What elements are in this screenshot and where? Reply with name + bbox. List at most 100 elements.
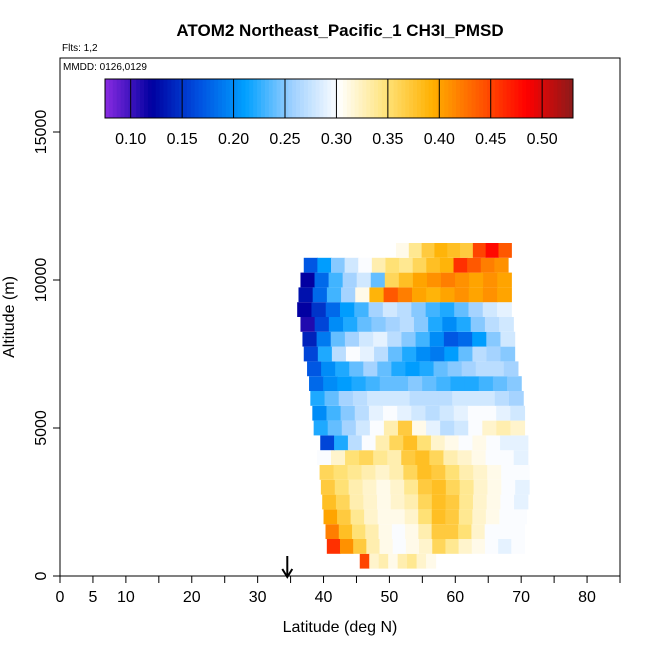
- heatmap-cell: [327, 420, 343, 436]
- heatmap-cell: [487, 465, 502, 480]
- heatmap-cell: [511, 539, 526, 554]
- colorbar-tick-label: 0.40: [424, 131, 455, 148]
- heatmap-cell: [324, 391, 340, 406]
- x-tick-label: 60: [446, 589, 464, 606]
- heatmap-cell: [456, 317, 472, 332]
- heatmap-cell: [434, 243, 448, 258]
- heatmap-cell: [391, 509, 406, 525]
- heatmap-cell: [404, 509, 419, 525]
- heatmap-cell: [467, 405, 483, 421]
- heatmap-cell: [430, 435, 446, 451]
- heatmap-cell: [344, 331, 360, 347]
- heatmap-cell: [401, 450, 416, 465]
- heatmap-cell: [316, 331, 332, 347]
- heatmap-cell: [397, 553, 408, 569]
- heatmap-cell: [325, 524, 340, 539]
- colorbar-segment: [175, 79, 180, 118]
- heatmap-cell: [458, 539, 473, 554]
- heatmap-cell: [321, 361, 336, 377]
- heatmap-cell: [475, 361, 491, 377]
- heatmap-cell: [445, 494, 460, 510]
- colorbar-segment: [518, 79, 523, 118]
- heatmap-cell: [459, 465, 474, 480]
- heatmap-cell: [303, 346, 319, 362]
- heatmap-cell: [409, 391, 425, 406]
- heatmap-cell: [378, 524, 393, 539]
- heatmap-cell: [480, 391, 496, 406]
- heatmap-cell: [375, 465, 391, 480]
- heatmap-cell: [498, 243, 512, 258]
- heatmap-cell: [303, 257, 318, 273]
- heatmap-cell: [443, 450, 459, 465]
- heatmap-cell: [468, 420, 483, 436]
- heatmap-cell: [359, 553, 370, 569]
- heatmap-cell: [450, 376, 466, 391]
- colorbar-segment: [366, 79, 371, 118]
- chart-title: ATOM2 Northeast_Pacific_1 CH3I_PMSD: [176, 21, 503, 40]
- colorbar-segment: [491, 79, 496, 118]
- heatmap-cell: [323, 509, 338, 525]
- heatmap-cell: [431, 494, 447, 510]
- heatmap-cell: [397, 405, 412, 421]
- colorbar-segment: [210, 79, 215, 118]
- heatmap-cell: [508, 391, 524, 406]
- x-tick-label: 70: [512, 589, 530, 606]
- heatmap-cell: [397, 287, 413, 303]
- heatmap-cell: [497, 272, 512, 288]
- colorbar-segment: [268, 79, 274, 118]
- colorbar-segment: [214, 79, 219, 118]
- colorbar-segment: [553, 79, 558, 118]
- x-tick-label: 40: [315, 589, 333, 606]
- heatmap-cell: [363, 494, 378, 510]
- heatmap-cell: [482, 420, 497, 436]
- heatmap-cell: [369, 420, 385, 436]
- heatmap-cell: [458, 524, 473, 539]
- colorbar-segment: [249, 79, 254, 118]
- heatmap-cell: [385, 257, 400, 273]
- heatmap-cell: [458, 346, 474, 362]
- heatmap-cell: [421, 243, 436, 258]
- colorbar-segment: [331, 79, 336, 118]
- heatmap-cell: [373, 331, 388, 347]
- colorbar-segment: [280, 79, 285, 118]
- heatmap-cell: [515, 465, 530, 480]
- colorbar-tick-label: 0.30: [321, 131, 352, 148]
- heatmap-cell: [379, 376, 395, 391]
- colorbar-tick-label: 0.45: [475, 131, 506, 148]
- colorbar-segment: [245, 79, 250, 118]
- colorbar-segment: [339, 79, 344, 118]
- heatmap-cell: [471, 524, 486, 539]
- heatmap-cell: [513, 435, 529, 451]
- heatmap-cell: [310, 391, 326, 406]
- colorbar-segment: [218, 79, 223, 118]
- heatmap-cell: [485, 243, 500, 258]
- heatmap-cell: [403, 465, 418, 480]
- heatmap-cell: [513, 450, 529, 465]
- heatmap-cell: [515, 479, 530, 495]
- heatmap-cell: [405, 524, 419, 539]
- heatmap-cell: [486, 494, 501, 510]
- heatmap-cell: [382, 302, 398, 317]
- colorbar-tick-label: 0.15: [167, 131, 198, 148]
- heatmap-cell: [358, 257, 373, 273]
- heatmap-cell: [430, 346, 445, 362]
- heatmap-cell: [496, 420, 512, 436]
- heatmap-cell: [499, 317, 514, 332]
- heatmap-cell: [498, 539, 512, 554]
- heatmap-cell: [371, 257, 387, 273]
- colorbar-segment: [417, 79, 422, 118]
- heatmap-cell: [371, 317, 387, 332]
- heatmap-cell: [331, 450, 346, 465]
- colorbar-segment: [483, 79, 488, 118]
- heatmap-cell: [447, 361, 463, 377]
- colorbar-segment: [288, 79, 293, 118]
- colorbar-segment: [565, 79, 570, 118]
- heatmap-cell: [354, 302, 370, 317]
- colorbar-segment: [229, 79, 235, 118]
- colorbar-segment: [456, 79, 461, 118]
- heatmap-cell: [297, 302, 313, 317]
- heatmap-cell: [472, 331, 487, 347]
- heatmap-cell: [432, 539, 447, 554]
- heatmap-cell: [326, 287, 342, 303]
- arrow-head: [281, 568, 294, 579]
